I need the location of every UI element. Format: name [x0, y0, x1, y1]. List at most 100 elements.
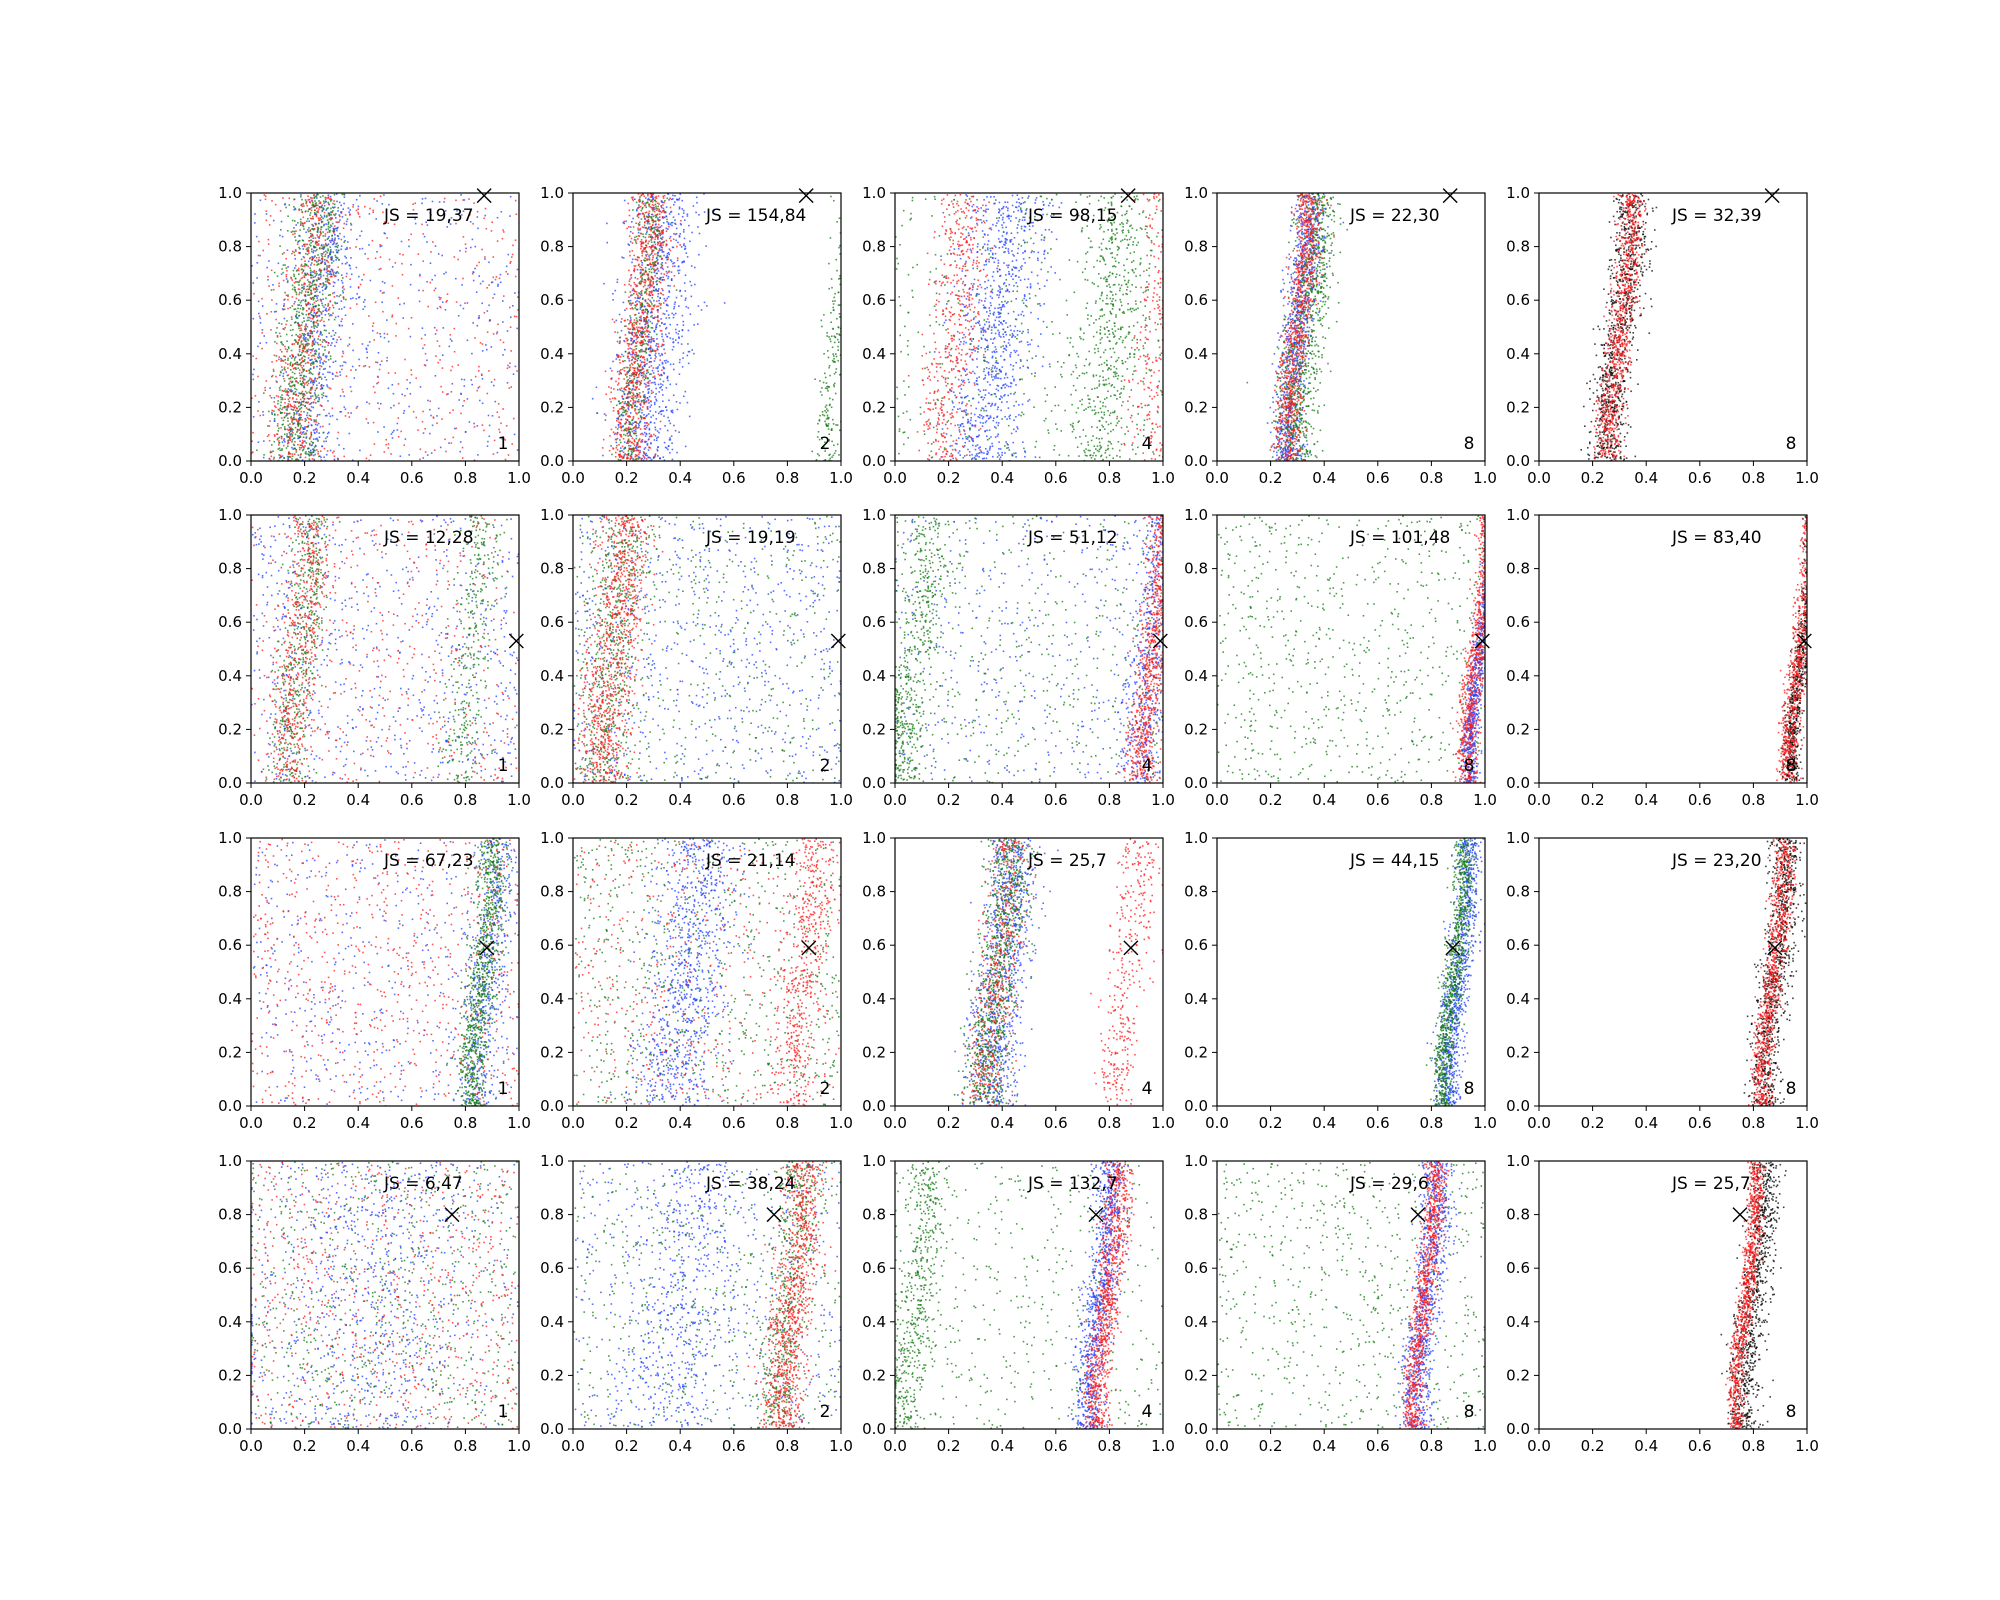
data-point [604, 419, 607, 421]
data-point [302, 431, 305, 433]
data-point [478, 385, 481, 388]
data-point [633, 269, 636, 271]
data-point [647, 344, 649, 346]
data-point [310, 291, 312, 294]
data-point [279, 457, 281, 459]
data-point [305, 328, 307, 330]
data-point [486, 348, 488, 351]
data-point [643, 400, 646, 402]
data-point [655, 207, 658, 210]
data-point [636, 355, 638, 357]
data-point [410, 233, 412, 236]
data-point [371, 325, 374, 327]
data-point [634, 360, 637, 363]
data-point [635, 235, 638, 238]
data-point [630, 423, 632, 425]
data-point [669, 211, 672, 213]
data-point [630, 337, 632, 340]
data-point [323, 320, 325, 323]
data-point [652, 317, 654, 319]
data-point [287, 420, 289, 422]
data-point [636, 427, 639, 429]
data-point [624, 291, 627, 293]
data-point [288, 400, 290, 403]
data-point [646, 359, 649, 362]
data-point [630, 391, 632, 394]
data-point [697, 226, 699, 228]
data-point [314, 377, 317, 379]
data-point [323, 267, 326, 270]
data-point [331, 451, 334, 454]
data-point [333, 281, 336, 284]
data-point [313, 350, 316, 352]
data-point [651, 227, 654, 230]
data-point [318, 357, 320, 359]
data-point [829, 237, 832, 239]
data-point [328, 253, 331, 256]
data-point [300, 258, 303, 261]
data-point [380, 245, 383, 247]
data-point [643, 382, 646, 385]
data-point [312, 451, 315, 453]
data-point [288, 377, 290, 380]
data-point [639, 272, 642, 275]
data-point [333, 334, 336, 336]
data-point [331, 217, 333, 219]
data-point [628, 384, 630, 386]
data-point [646, 304, 649, 307]
data-point [306, 392, 308, 394]
data-point [659, 278, 662, 281]
data-point [290, 231, 293, 233]
data-point [314, 246, 317, 249]
data-point [833, 452, 836, 455]
data-point [466, 302, 469, 304]
data-point [666, 375, 669, 378]
data-point [290, 408, 293, 411]
data-point [833, 385, 835, 388]
data-point [623, 325, 626, 327]
data-point [417, 253, 420, 255]
data-point [645, 372, 648, 375]
data-point [643, 364, 645, 367]
data-point [331, 256, 333, 258]
data-point [318, 397, 320, 399]
data-point [596, 412, 599, 414]
data-point [639, 407, 642, 409]
data-point [648, 220, 650, 223]
data-point [639, 344, 642, 346]
data-point [628, 405, 630, 408]
data-point [325, 329, 327, 332]
data-point [294, 453, 296, 455]
data-point [275, 310, 278, 313]
data-point [340, 211, 343, 213]
data-point [510, 260, 512, 263]
data-point [331, 407, 334, 410]
data-point [619, 439, 621, 441]
data-point [293, 407, 296, 409]
data-point [647, 319, 650, 321]
data-point [463, 400, 465, 402]
data-point [376, 361, 379, 364]
data-point [333, 213, 335, 216]
data-point [335, 256, 337, 258]
data-point [299, 369, 301, 371]
data-point [655, 195, 657, 198]
data-point [621, 405, 623, 408]
data-point [310, 332, 312, 335]
data-point [629, 432, 631, 435]
data-point [819, 391, 822, 393]
data-point [297, 307, 299, 310]
data-point [656, 290, 658, 292]
data-point [308, 240, 310, 242]
data-point [421, 223, 423, 226]
data-point [678, 330, 680, 332]
data-point [662, 279, 664, 281]
data-point [642, 454, 644, 457]
data-point [504, 348, 506, 351]
data-point [617, 411, 620, 413]
data-point [327, 371, 329, 374]
data-point [297, 222, 299, 224]
data-point [636, 259, 639, 262]
data-point [364, 365, 367, 367]
data-point [401, 393, 403, 396]
